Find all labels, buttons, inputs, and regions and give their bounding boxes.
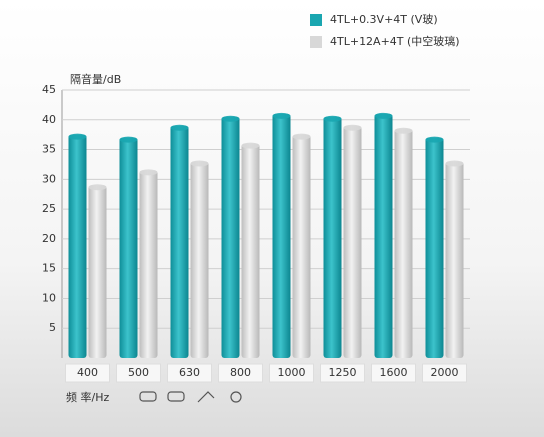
x-tick-box <box>116 363 161 383</box>
bar <box>374 113 393 358</box>
bar <box>241 143 260 358</box>
legend-swatch <box>310 36 322 48</box>
x-tick-label: 800 <box>230 366 251 379</box>
legend-label: 4TL+0.3V+4T (V玻) <box>330 13 438 26</box>
y-tick-label: 10 <box>42 291 56 304</box>
x-tick-label: 1250 <box>329 366 357 379</box>
bar <box>170 125 189 358</box>
bar-cap <box>119 136 138 143</box>
bar-cap <box>343 124 362 131</box>
bar <box>343 125 362 358</box>
x-tick-box <box>167 363 212 383</box>
x-tick-label: 630 <box>179 366 200 379</box>
x-tick-box <box>269 363 314 383</box>
x-tick-label: 400 <box>77 366 98 379</box>
y-tick-label: 20 <box>42 232 56 245</box>
bar-cap <box>272 112 291 119</box>
x-tick-box <box>65 363 110 383</box>
bar-cap <box>323 115 342 122</box>
bar-cap <box>170 124 189 131</box>
y-tick-label: 5 <box>49 321 56 334</box>
y-tick-label: 35 <box>42 143 56 156</box>
icons <box>139 391 242 403</box>
y-tick-label: 15 <box>42 262 56 275</box>
x-tick-label: 2000 <box>431 366 459 379</box>
bar-cap <box>445 160 464 167</box>
legend-swatch <box>310 14 322 26</box>
bar <box>323 116 342 358</box>
bar <box>292 134 311 358</box>
x-tick-label: 1600 <box>380 366 408 379</box>
x-tick-box <box>371 363 416 383</box>
bar-cap <box>241 142 260 149</box>
x-tick-label: 500 <box>128 366 149 379</box>
x-tick-box <box>422 363 467 383</box>
bar <box>221 116 240 358</box>
bar <box>445 161 464 358</box>
bar-cap <box>292 133 311 140</box>
y-tick-label: 30 <box>42 172 56 185</box>
bar-cap <box>88 184 107 191</box>
bar <box>425 137 444 358</box>
bar <box>119 137 138 358</box>
x-tick-box <box>218 363 263 383</box>
bar <box>68 134 87 358</box>
bar <box>394 128 413 358</box>
x-axis-label: 频 率/Hz <box>66 390 109 404</box>
y-tick-label: 45 <box>42 83 56 96</box>
bar <box>190 161 209 358</box>
bar <box>139 170 158 358</box>
x-tick-label: 1000 <box>278 366 306 379</box>
y-tick-label: 25 <box>42 202 56 215</box>
bar-cap <box>139 169 158 176</box>
legend-label: 4TL+12A+4T (中空玻璃) <box>330 34 460 48</box>
y-tick-label: 40 <box>42 113 56 126</box>
bar-cap <box>374 112 393 119</box>
bar-cap <box>190 160 209 167</box>
x-tick-box <box>320 363 365 383</box>
bar-cap <box>425 136 444 143</box>
bar-cap <box>68 133 87 140</box>
bar-cap <box>394 127 413 134</box>
bar-cap <box>221 115 240 122</box>
bar <box>272 113 291 358</box>
y-axis-label: 隔音量/dB <box>70 72 121 86</box>
bar <box>88 185 107 358</box>
